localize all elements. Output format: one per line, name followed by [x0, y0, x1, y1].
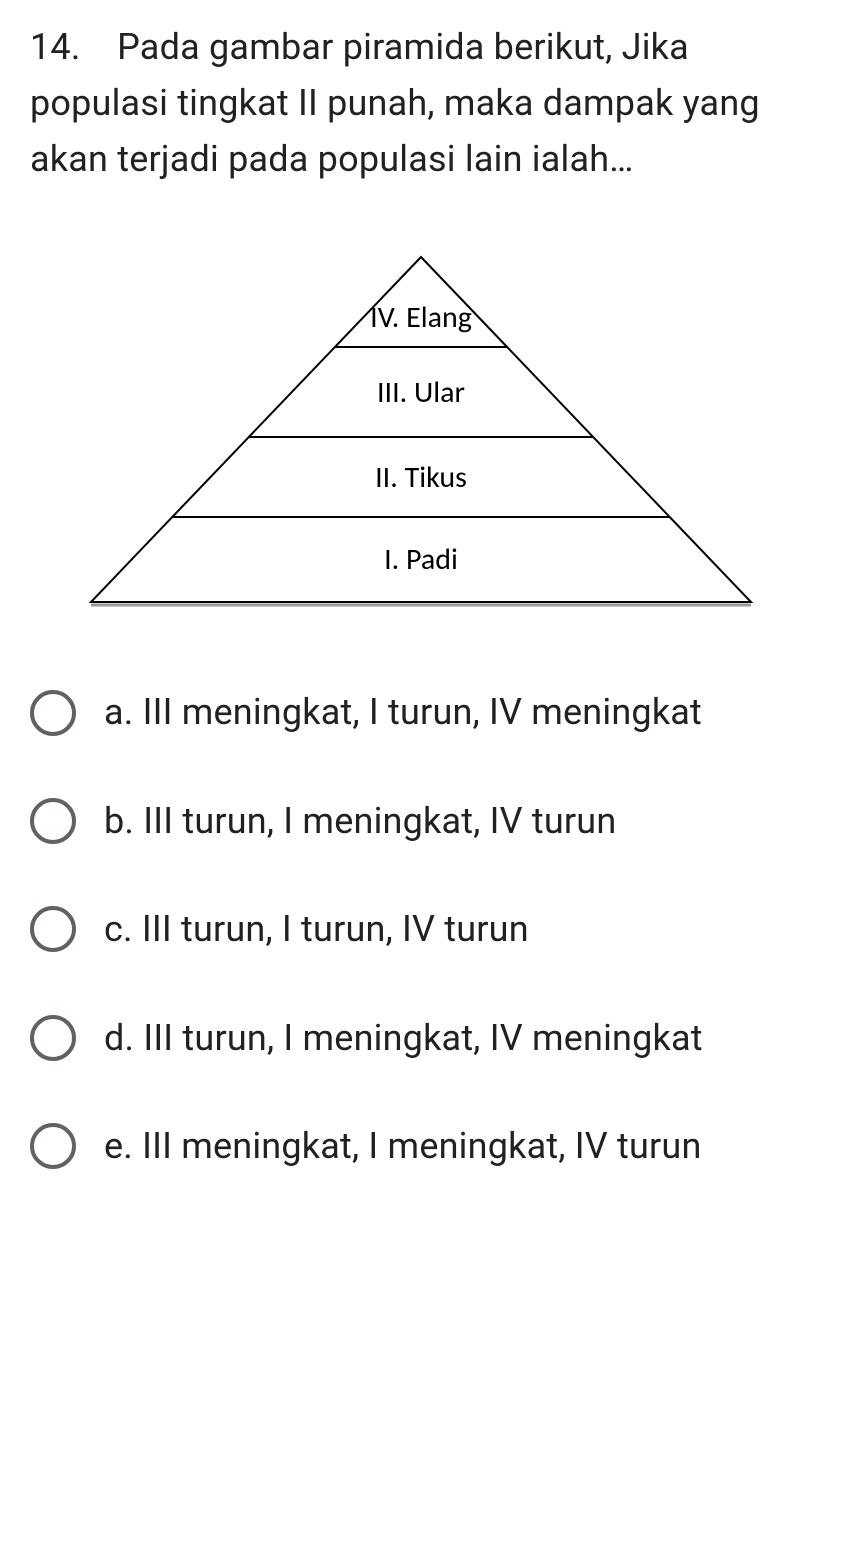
- radio-c[interactable]: [30, 906, 76, 952]
- question-number: 14.: [30, 26, 81, 68]
- radio-d[interactable]: [30, 1015, 76, 1061]
- option-d[interactable]: d. III turun, I meningkat, IV meningkat: [30, 1013, 811, 1063]
- option-b[interactable]: b. III turun, I meningkat, IV turun: [30, 796, 811, 846]
- radio-a[interactable]: [30, 690, 76, 736]
- option-c[interactable]: c. III turun, I turun, IV turun: [30, 904, 811, 954]
- question-container: 14. Pada gambar piramida berikut, Jika p…: [0, 0, 841, 1201]
- option-b-label: b. III turun, I meningkat, IV turun: [104, 796, 616, 846]
- option-a[interactable]: a. III meningkat, I turun, IV meningkat: [30, 687, 811, 737]
- option-d-label: d. III turun, I meningkat, IV meningkat: [104, 1013, 703, 1063]
- option-a-label: a. III meningkat, I turun, IV meningkat: [104, 687, 702, 737]
- pyramid-label-1: I. Padi: [384, 541, 458, 578]
- pyramid-label-3: III. Ular: [377, 374, 465, 411]
- radio-e[interactable]: [30, 1123, 76, 1169]
- pyramid-label-4: IV. Elang: [370, 299, 472, 336]
- question-text: 14. Pada gambar piramida berikut, Jika p…: [30, 20, 811, 187]
- options-list: a. III meningkat, I turun, IV meningkat …: [30, 687, 811, 1171]
- option-c-label: c. III turun, I turun, IV turun: [104, 904, 529, 954]
- pyramid-label-2: II. Tikus: [375, 459, 467, 496]
- option-e-label: e. III meningkat, I meningkat, IV turun: [104, 1121, 702, 1171]
- option-e[interactable]: e. III meningkat, I meningkat, IV turun: [30, 1121, 811, 1171]
- pyramid-figure: IV. Elang III. Ular II. Tikus I. Padi: [30, 247, 811, 617]
- radio-b[interactable]: [30, 798, 76, 844]
- pyramid-svg: IV. Elang III. Ular II. Tikus I. Padi: [81, 247, 761, 617]
- question-body: Pada gambar piramida berikut, Jika popul…: [30, 26, 760, 180]
